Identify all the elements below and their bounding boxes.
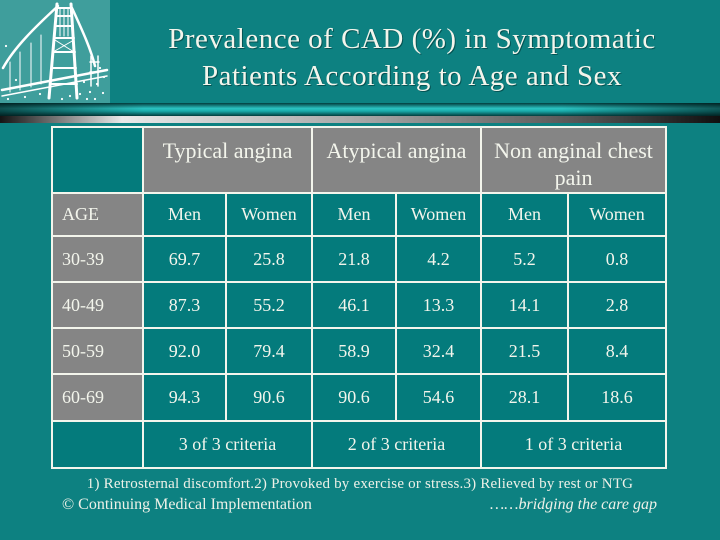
title-line-2: Patients According to Age and Sex — [201, 60, 623, 92]
value-cell: 21.8 — [311, 235, 397, 283]
value-cell: 14.1 — [480, 281, 569, 329]
value-cell: 18.6 — [566, 373, 668, 422]
group-header-non-anginal: Non anginal chest pain — [479, 126, 668, 194]
value-cell: 90.6 — [225, 373, 313, 422]
value-cell: 0.8 — [566, 235, 668, 283]
age-cell: 30-39 — [51, 235, 144, 283]
value-cell: 69.7 — [142, 235, 227, 283]
criteria-1of3: 1 of 3 criteria — [479, 420, 668, 469]
value-cell: 87.3 — [142, 281, 227, 329]
criteria-footnote: 1) Retrosternal discomfort.2) Provoked b… — [86, 476, 634, 492]
value-cell: 32.4 — [395, 327, 482, 375]
value-cell: 5.2 — [480, 235, 569, 283]
header-age: AGE — [51, 192, 144, 237]
title-line-1: Prevalence of CAD (%) in Symptomatic — [168, 23, 656, 55]
age-cell: 50-59 — [51, 327, 144, 375]
table-row-50-59: 50-59 92.0 79.4 58.9 32.4 21.5 8.4 — [51, 327, 668, 375]
value-cell: 58.9 — [311, 327, 397, 375]
empty-corner-cell — [51, 126, 144, 194]
criteria-row: 3 of 3 criteria 2 of 3 criteria 1 of 3 c… — [51, 420, 668, 469]
copyright-text: © Continuing Medical Implementation — [62, 496, 312, 513]
group-header-row: Typical angina Atypical angina Non angin… — [51, 126, 668, 194]
value-cell: 90.6 — [311, 373, 397, 422]
value-cell: 55.2 — [225, 281, 313, 329]
header-women-atypical: Women — [395, 192, 482, 237]
value-cell: 21.5 — [480, 327, 569, 375]
header-women-nonanginal: Women — [566, 192, 668, 237]
value-cell: 79.4 — [225, 327, 313, 375]
age-cell: 60-69 — [51, 373, 144, 422]
divider-band-silver — [0, 116, 720, 123]
value-cell: 92.0 — [142, 327, 227, 375]
header-men-atypical: Men — [311, 192, 397, 237]
value-cell: 25.8 — [225, 235, 313, 283]
header-men-nonanginal: Men — [480, 192, 569, 237]
cad-prevalence-table: Typical angina Atypical angina Non angin… — [51, 126, 668, 469]
golden-gate-bridge-icon — [0, 2, 109, 101]
value-cell: 8.4 — [566, 327, 668, 375]
tagline-text: ……bridging the care gap — [490, 496, 657, 513]
table-row-60-69: 60-69 94.3 90.6 90.6 54.6 28.1 18.6 — [51, 373, 668, 422]
value-cell: 54.6 — [395, 373, 482, 422]
criteria-3of3: 3 of 3 criteria — [142, 420, 313, 469]
table-row-40-49: 40-49 87.3 55.2 46.1 13.3 14.1 2.8 — [51, 281, 668, 329]
value-cell: 13.3 — [395, 281, 482, 329]
header-men-typical: Men — [142, 192, 227, 237]
value-cell: 28.1 — [480, 373, 569, 422]
value-cell: 2.8 — [566, 281, 668, 329]
empty-corner-cell — [51, 420, 144, 469]
value-cell: 4.2 — [395, 235, 482, 283]
value-cell: 94.3 — [142, 373, 227, 422]
sub-header-row: AGE Men Women Men Women Men Women — [51, 192, 668, 237]
criteria-2of3: 2 of 3 criteria — [311, 420, 482, 469]
group-header-typical-angina: Typical angina — [142, 126, 313, 194]
slide-title: Prevalence of CAD (%) in Symptomatic Pat… — [116, 21, 708, 95]
age-cell: 40-49 — [51, 281, 144, 329]
value-cell: 46.1 — [311, 281, 397, 329]
table-row-30-39: 30-39 69.7 25.8 21.8 4.2 5.2 0.8 — [51, 235, 668, 283]
header-women-typical: Women — [225, 192, 313, 237]
group-header-atypical-angina: Atypical angina — [311, 126, 482, 194]
bridge-logo — [0, 0, 110, 104]
divider-band-teal — [0, 103, 720, 116]
